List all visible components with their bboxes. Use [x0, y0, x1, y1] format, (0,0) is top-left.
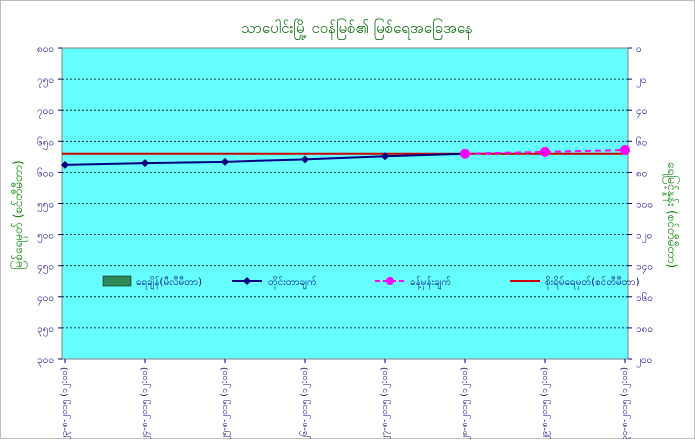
forecast-point	[460, 148, 470, 159]
legend-label: တိုင်းတာချက်	[268, 275, 317, 290]
legend-marker-forecast	[386, 277, 394, 285]
forecast-point	[540, 146, 550, 157]
legend-label: စိုးရိမ်ရေမှတ်(စင်တီမီတာ)	[545, 275, 640, 290]
legend-swatch-rainfall	[102, 275, 132, 287]
x-tick-label: ၂၃-၈-၂၀၁၅ (၁၂:၀၀)	[60, 367, 71, 439]
x-tick-label: ၂၅-၈-၂၀၁၅ (၁၂:၀၀)	[220, 367, 231, 439]
right-tick-label: ၂၀၀	[636, 355, 652, 368]
left-tick-label: ၇၅၀	[37, 75, 54, 88]
right-tick-label: ၁၂၀	[636, 231, 652, 244]
observed-line	[64, 152, 466, 166]
forecast-point	[620, 145, 630, 156]
right-tick-label: ၄၀	[636, 106, 647, 119]
plot-area	[61, 47, 629, 360]
right-tick-label: ၁၈၀	[636, 324, 653, 335]
observed-point	[141, 159, 149, 168]
x-tick-label: ၂၄-၈-၂၀၁၅ (၁၂:၀၀)	[140, 367, 151, 439]
legend: ရေချိန်(မီလီမီတာ) တိုင်းတာချက် ခန့်မှန်းချ…	[102, 275, 640, 290]
observed-point	[61, 160, 69, 169]
y-axis-label-right: ရေမြင့်နှုန်း (စင်တီမီတာ)	[662, 162, 681, 268]
left-tick-label: ၆၅၀	[37, 135, 54, 150]
x-tick-label: ၃၀-၈-၂၀၁၅ (၁၂:၀၀)	[620, 367, 631, 439]
chart-title: သာပေါင်းမြို့ ငဝန်မြစ်၏ မြစ်ရေအခြေအနေ	[241, 18, 473, 40]
left-tick-label: ၅၅၀	[37, 200, 54, 213]
left-tick-label: ၆၀၀	[37, 166, 54, 179]
right-tick-label: ၈၀	[636, 168, 647, 179]
line-series	[61, 145, 630, 169]
right-tick-label: ၁၄၀	[636, 262, 653, 275]
right-tick-label: ၁၀၀	[636, 200, 653, 211]
observed-point	[221, 157, 229, 166]
right-tick-label: ၆၀	[636, 135, 647, 148]
left-tick-label: ၃၀၀	[37, 355, 54, 368]
y-axis-label-left: မြစ်ရေမှတ် (စင်တီမီတာ)	[9, 160, 28, 269]
left-tick-label: ၃၅၀	[37, 324, 54, 337]
left-tick-label: ၈၀၀	[37, 44, 54, 55]
left-tick-label: ၇၀၀	[37, 106, 54, 119]
observed-point	[301, 155, 309, 164]
right-tick-label: ၂၀	[636, 75, 647, 88]
x-tick-label: ၂၉-၈-၂၀၁၅ (၁၂:၀၀)	[540, 367, 551, 439]
right-tick-label: ၀	[636, 44, 642, 55]
legend-marker-observed	[243, 277, 251, 285]
observed-point	[381, 152, 389, 161]
x-tick-label: ၂၆-၈-၂၀၁၅ (၁၂:၀၀)	[299, 367, 311, 439]
legend-label: ရေချိန်(မီလီမီတာ)	[136, 275, 202, 290]
x-tick-label: ၂၈-၈-၂၀၁၅ (၁၂:၀၀)	[460, 367, 471, 439]
x-axis-ticks: ၂၃-၈-၂၀၁၅ (၁၂:၀၀) ၂၄-၈-၂၀၁၅ (၁၂:၀၀) ၂၅-၈-၂…	[60, 359, 631, 441]
left-tick-label: ၄၅၀	[37, 262, 54, 275]
x-tick-label: ၂၇-၈-၂၀၁၅ (၁၂:၀၀)	[380, 367, 391, 439]
right-tick-label: ၁၆၀	[636, 291, 653, 304]
legend-label: ခန့်မှန်းချက်	[410, 275, 451, 290]
left-tick-label: ၄၀၀	[37, 293, 54, 306]
left-tick-label: ၅၀၀	[37, 231, 54, 244]
